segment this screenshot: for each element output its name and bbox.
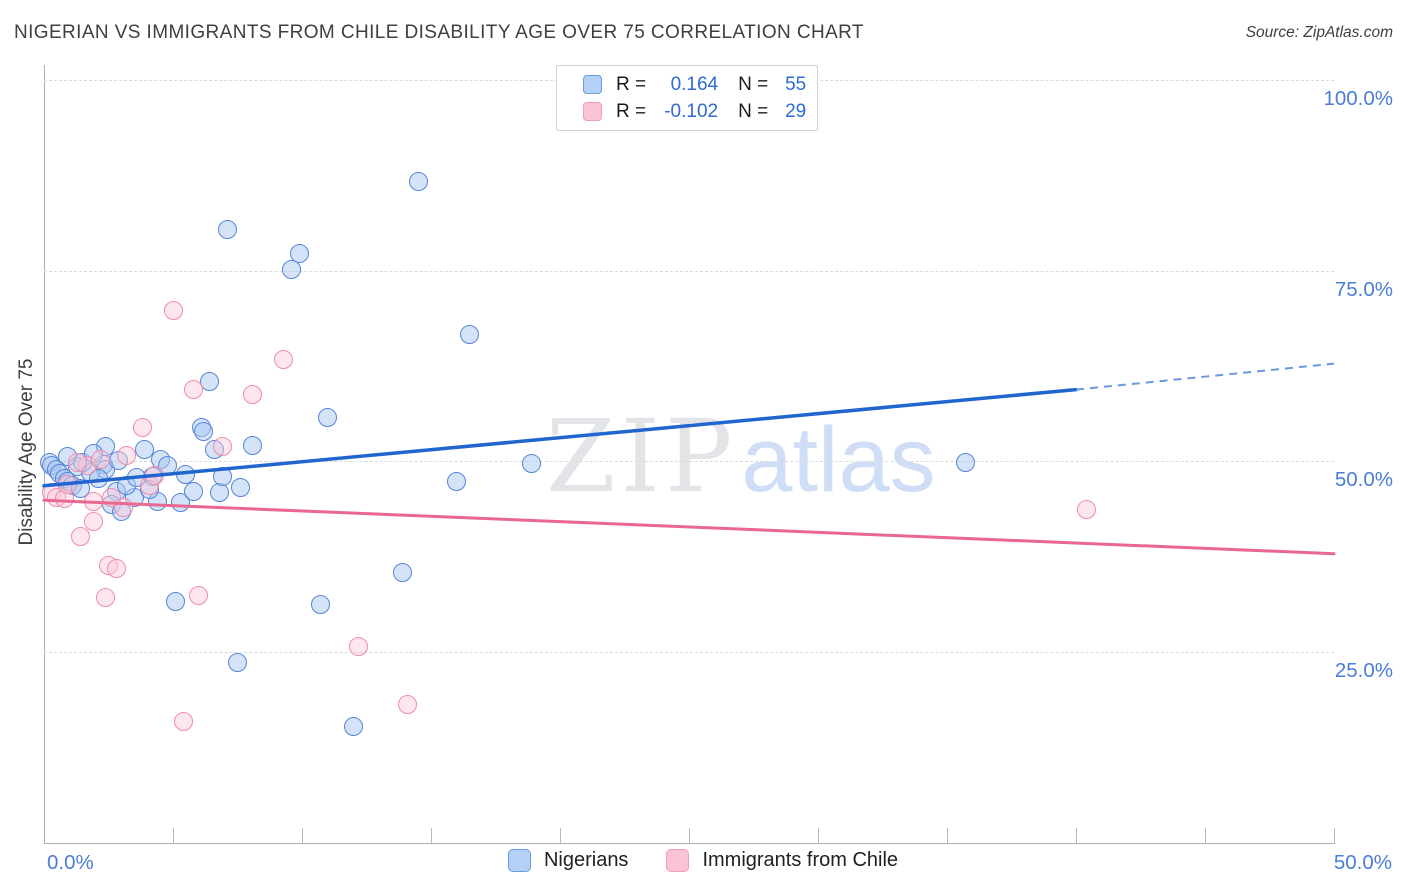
- scatter-point-chile: [91, 449, 111, 469]
- source-attribution: Source: ZipAtlas.com: [1245, 24, 1393, 41]
- scatter-point-nigerians: [289, 244, 309, 264]
- scatter-point-nigerians: [228, 652, 247, 672]
- chile-swatch-icon: [666, 849, 690, 872]
- scatter-point-chile: [184, 380, 204, 400]
- x-axis-max-label: 50.0%: [1333, 851, 1392, 874]
- scatter-point-chile: [349, 636, 369, 656]
- zipatlas-watermark: ZIP atlas: [546, 398, 936, 515]
- scatter-point-nigerians: [447, 472, 467, 492]
- n-value-chile: 29: [785, 100, 807, 122]
- scatter-point-chile: [106, 559, 126, 579]
- x-axis-min-label: 0.0%: [47, 851, 94, 874]
- y-tick-label-100: 100.0%: [1323, 86, 1393, 110]
- scatter-point-chile: [70, 527, 90, 547]
- chile-swatch-icon: [583, 102, 602, 121]
- legend-label-nigerians: Nigerians: [543, 849, 629, 871]
- scatter-point-chile: [132, 417, 152, 437]
- scatter-point-chile: [243, 384, 263, 404]
- scatter-point-nigerians: [460, 325, 480, 345]
- scatter-point-nigerians: [166, 592, 186, 612]
- x-tick-5: [173, 828, 174, 843]
- scatter-point-nigerians: [344, 716, 364, 736]
- r-label: R =: [616, 100, 647, 122]
- scatter-point-chile: [1076, 499, 1096, 519]
- scatter-point-nigerians: [393, 562, 413, 582]
- n-label: N =: [738, 100, 769, 122]
- x-tick-35: [947, 828, 948, 843]
- scatter-point-chile: [101, 488, 121, 508]
- scatter-point-chile: [117, 445, 137, 465]
- legend-item-chile: Immigrants from Chile: [666, 849, 898, 872]
- scatter-point-nigerians: [282, 260, 302, 280]
- legend-label-chile: Immigrants from Chile: [702, 849, 899, 871]
- x-tick-10: [302, 828, 303, 843]
- x-tick-45: [1205, 828, 1206, 843]
- scatter-point-nigerians: [217, 219, 237, 239]
- correlation-legend: R = 0.164 N = 55 R = -0.102 N = 29: [556, 65, 818, 131]
- scatter-point-nigerians: [955, 452, 975, 472]
- n-label: N =: [738, 73, 769, 95]
- legend-row-chile: R = -0.102 N = 29: [583, 101, 817, 123]
- watermark-zip: ZIP: [546, 398, 738, 515]
- legend-row-nigerians: R = 0.164 N = 55: [583, 74, 817, 96]
- scatter-point-nigerians: [522, 454, 542, 474]
- x-axis-line: [44, 843, 1335, 844]
- y-tick-label-25: 25.0%: [1334, 659, 1393, 683]
- r-value-chile: -0.102: [664, 100, 719, 122]
- scatter-point-nigerians: [212, 467, 232, 487]
- r-value-nigerians: 0.164: [670, 73, 719, 95]
- scatter-point-chile: [173, 712, 193, 732]
- x-tick-50: [1334, 828, 1335, 843]
- n-value-nigerians: 55: [785, 73, 807, 95]
- r-label: R =: [616, 73, 647, 95]
- gridline-50: [44, 461, 1334, 463]
- scatter-point-chile: [163, 301, 183, 321]
- scatter-point-nigerians: [408, 171, 428, 191]
- scatter-point-chile: [57, 474, 77, 494]
- scatter-point-nigerians: [194, 422, 214, 442]
- nigerians-trend-line-extrapolated: [1075, 362, 1335, 391]
- scatter-point-nigerians: [176, 464, 196, 484]
- scatter-point-chile: [83, 492, 103, 512]
- y-axis-title: Disability Age Over 75: [16, 358, 37, 546]
- scatter-point-nigerians: [184, 482, 204, 502]
- scatter-point-nigerians: [209, 483, 229, 503]
- scatter-point-chile: [145, 465, 165, 485]
- scatter-point-chile: [96, 588, 116, 608]
- x-tick-15: [431, 828, 432, 843]
- legend-item-nigerians: Nigerians: [507, 849, 629, 872]
- gridline-25: [44, 652, 1334, 654]
- chart-title: NIGERIAN VS IMMIGRANTS FROM CHILE DISABI…: [14, 22, 864, 43]
- scatter-point-nigerians: [230, 477, 250, 497]
- scatter-point-nigerians: [243, 435, 263, 455]
- gridline-75: [44, 270, 1334, 272]
- y-tick-label-50: 50.0%: [1334, 468, 1393, 492]
- y-tick-label-75: 75.0%: [1334, 277, 1393, 301]
- x-tick-25: [689, 828, 690, 843]
- x-tick-30: [818, 828, 819, 843]
- nigerians-swatch-icon: [507, 849, 531, 872]
- nigerians-swatch-icon: [583, 75, 602, 94]
- scatter-point-chile: [212, 437, 232, 457]
- scatter-point-chile: [274, 350, 294, 370]
- scatter-point-nigerians: [318, 408, 338, 428]
- series-legend: Nigerians Immigrants from Chile: [0, 849, 1406, 872]
- scatter-point-chile: [83, 512, 103, 532]
- x-tick-40: [1076, 828, 1077, 843]
- scatter-point-chile: [189, 586, 209, 606]
- x-tick-20: [560, 828, 561, 843]
- scatter-point-chile: [398, 695, 418, 715]
- scatter-point-nigerians: [310, 594, 330, 614]
